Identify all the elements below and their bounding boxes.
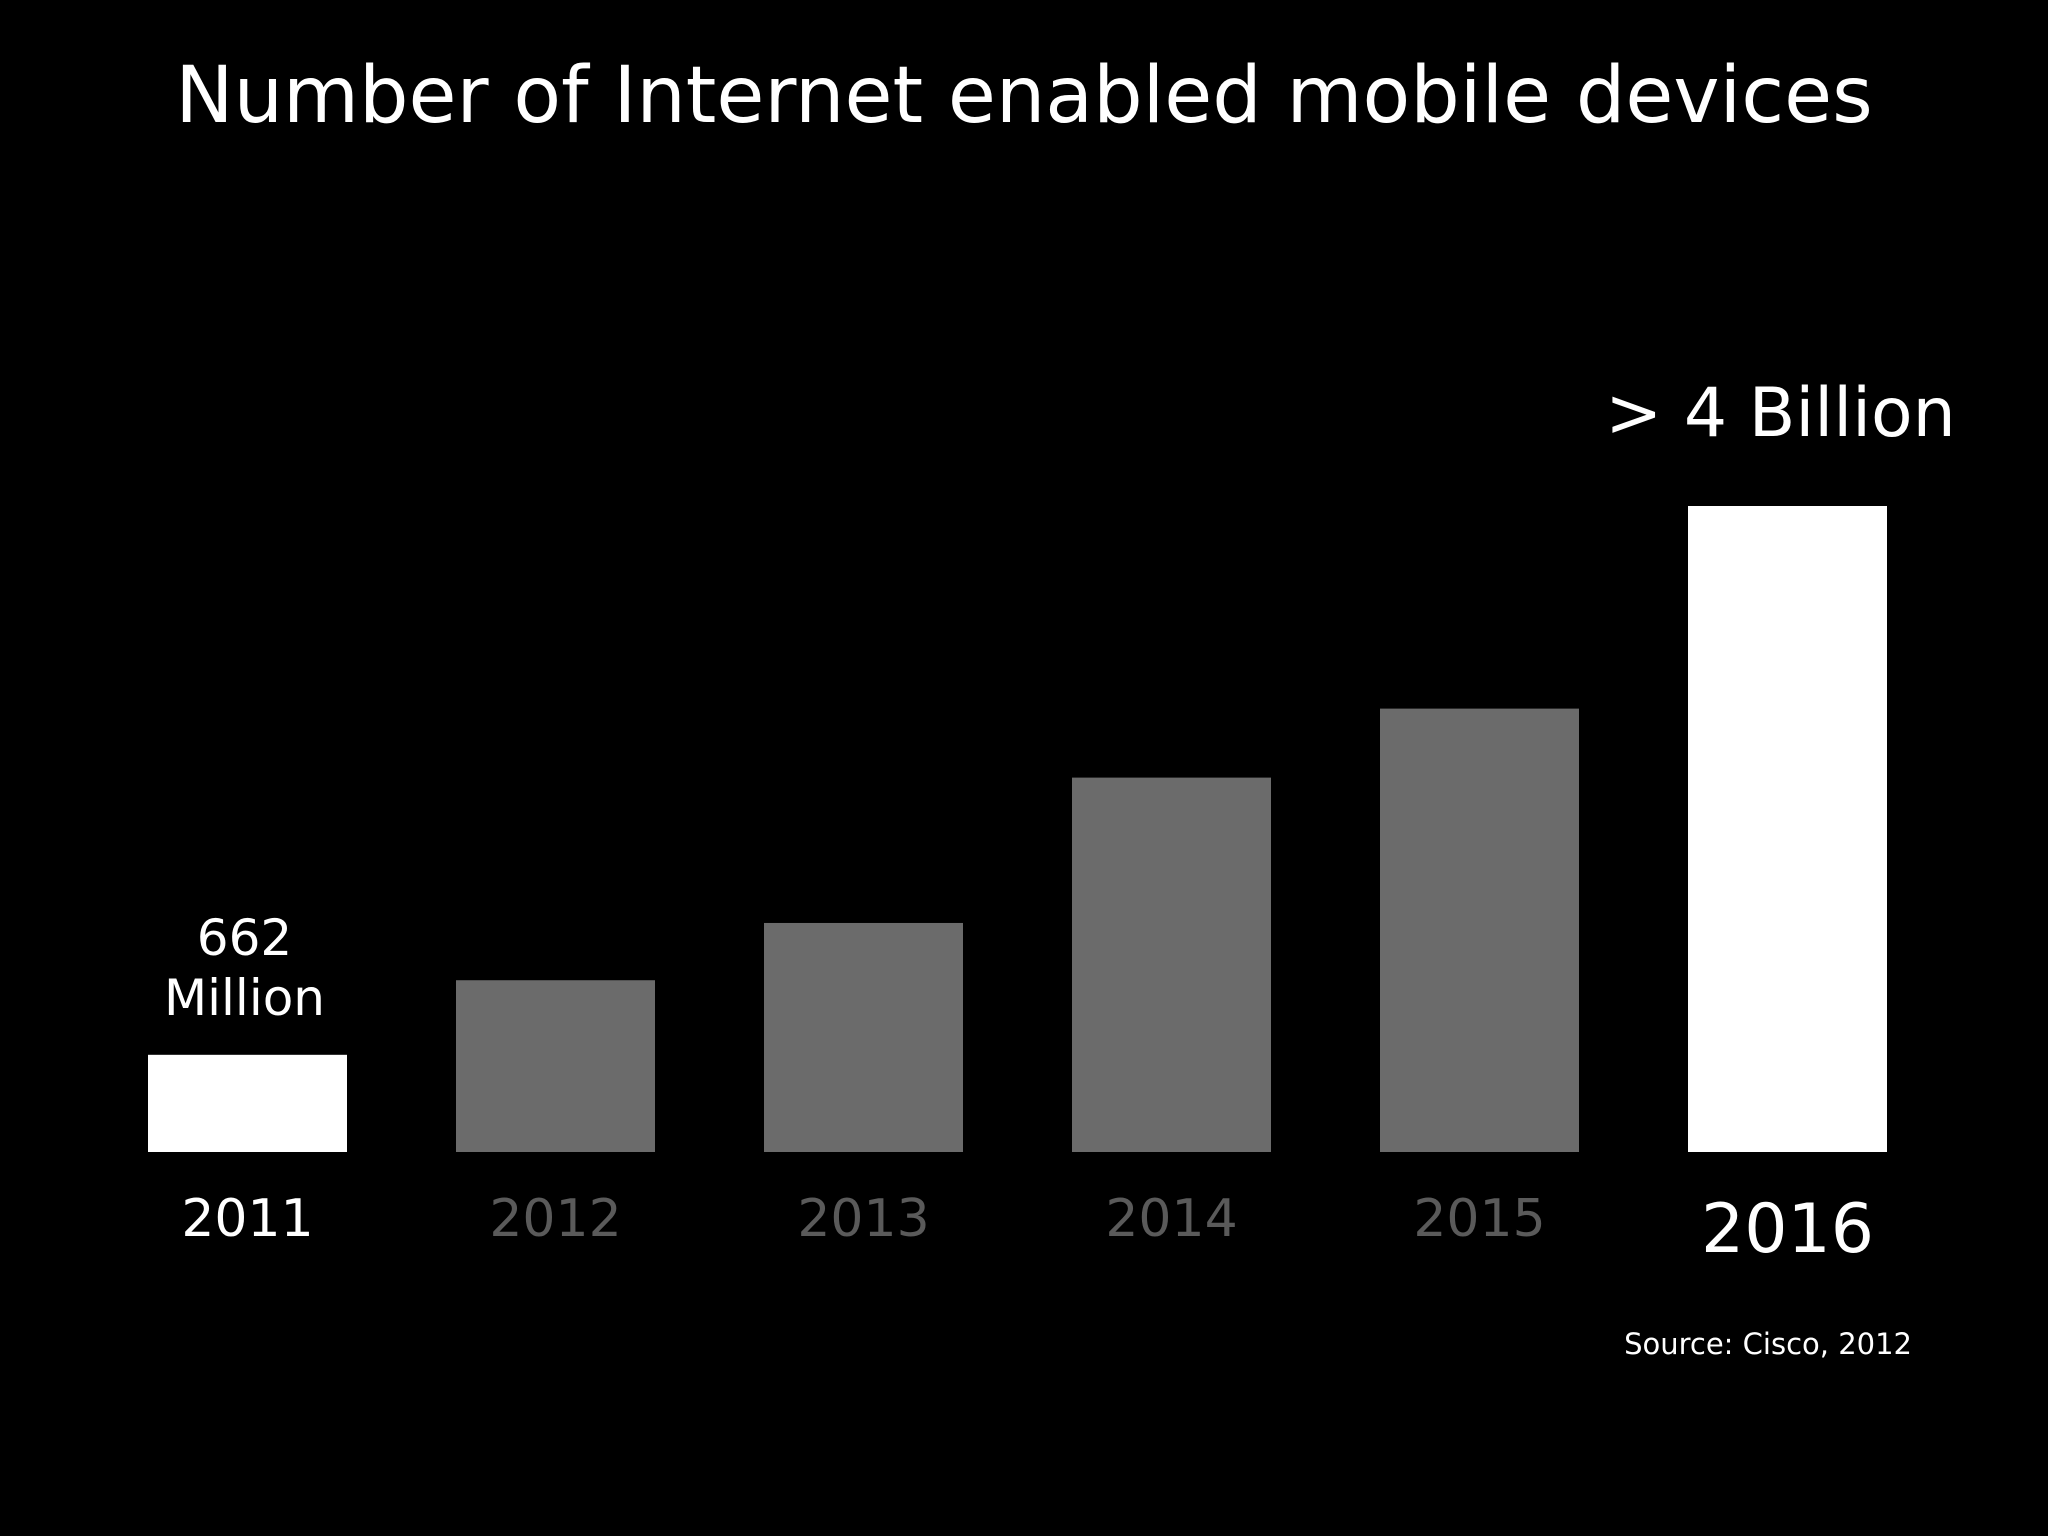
bar-2015 — [1380, 708, 1579, 1152]
tick-label-2015: 2015 — [1413, 1189, 1545, 1249]
source-note: Source: Cisco, 2012 — [1624, 1327, 1912, 1361]
bar-2011 — [148, 1054, 347, 1152]
tick-label-2014: 2014 — [1105, 1189, 1237, 1249]
bars-group — [148, 506, 1887, 1152]
annotation-2016-line-0: > 4 Billion — [1605, 374, 1955, 453]
chart-title: Number of Internet enabled mobile device… — [175, 51, 1873, 141]
tick-label-2016: 2016 — [1701, 1190, 1874, 1269]
annotation-2011-line-0: 662 — [197, 909, 292, 967]
annotation-2011-line-1: Million — [164, 969, 325, 1027]
bar-2014 — [1072, 777, 1271, 1152]
bar-2012 — [456, 980, 655, 1152]
x-tick-labels: 2011 2012 2013 2014 2015 2016 — [181, 1189, 1874, 1269]
bar-2016 — [1688, 506, 1887, 1152]
bar-2013 — [764, 922, 963, 1152]
tick-label-2012: 2012 — [489, 1189, 621, 1249]
tick-label-2013: 2013 — [797, 1189, 929, 1249]
tick-label-2011: 2011 — [181, 1189, 313, 1249]
